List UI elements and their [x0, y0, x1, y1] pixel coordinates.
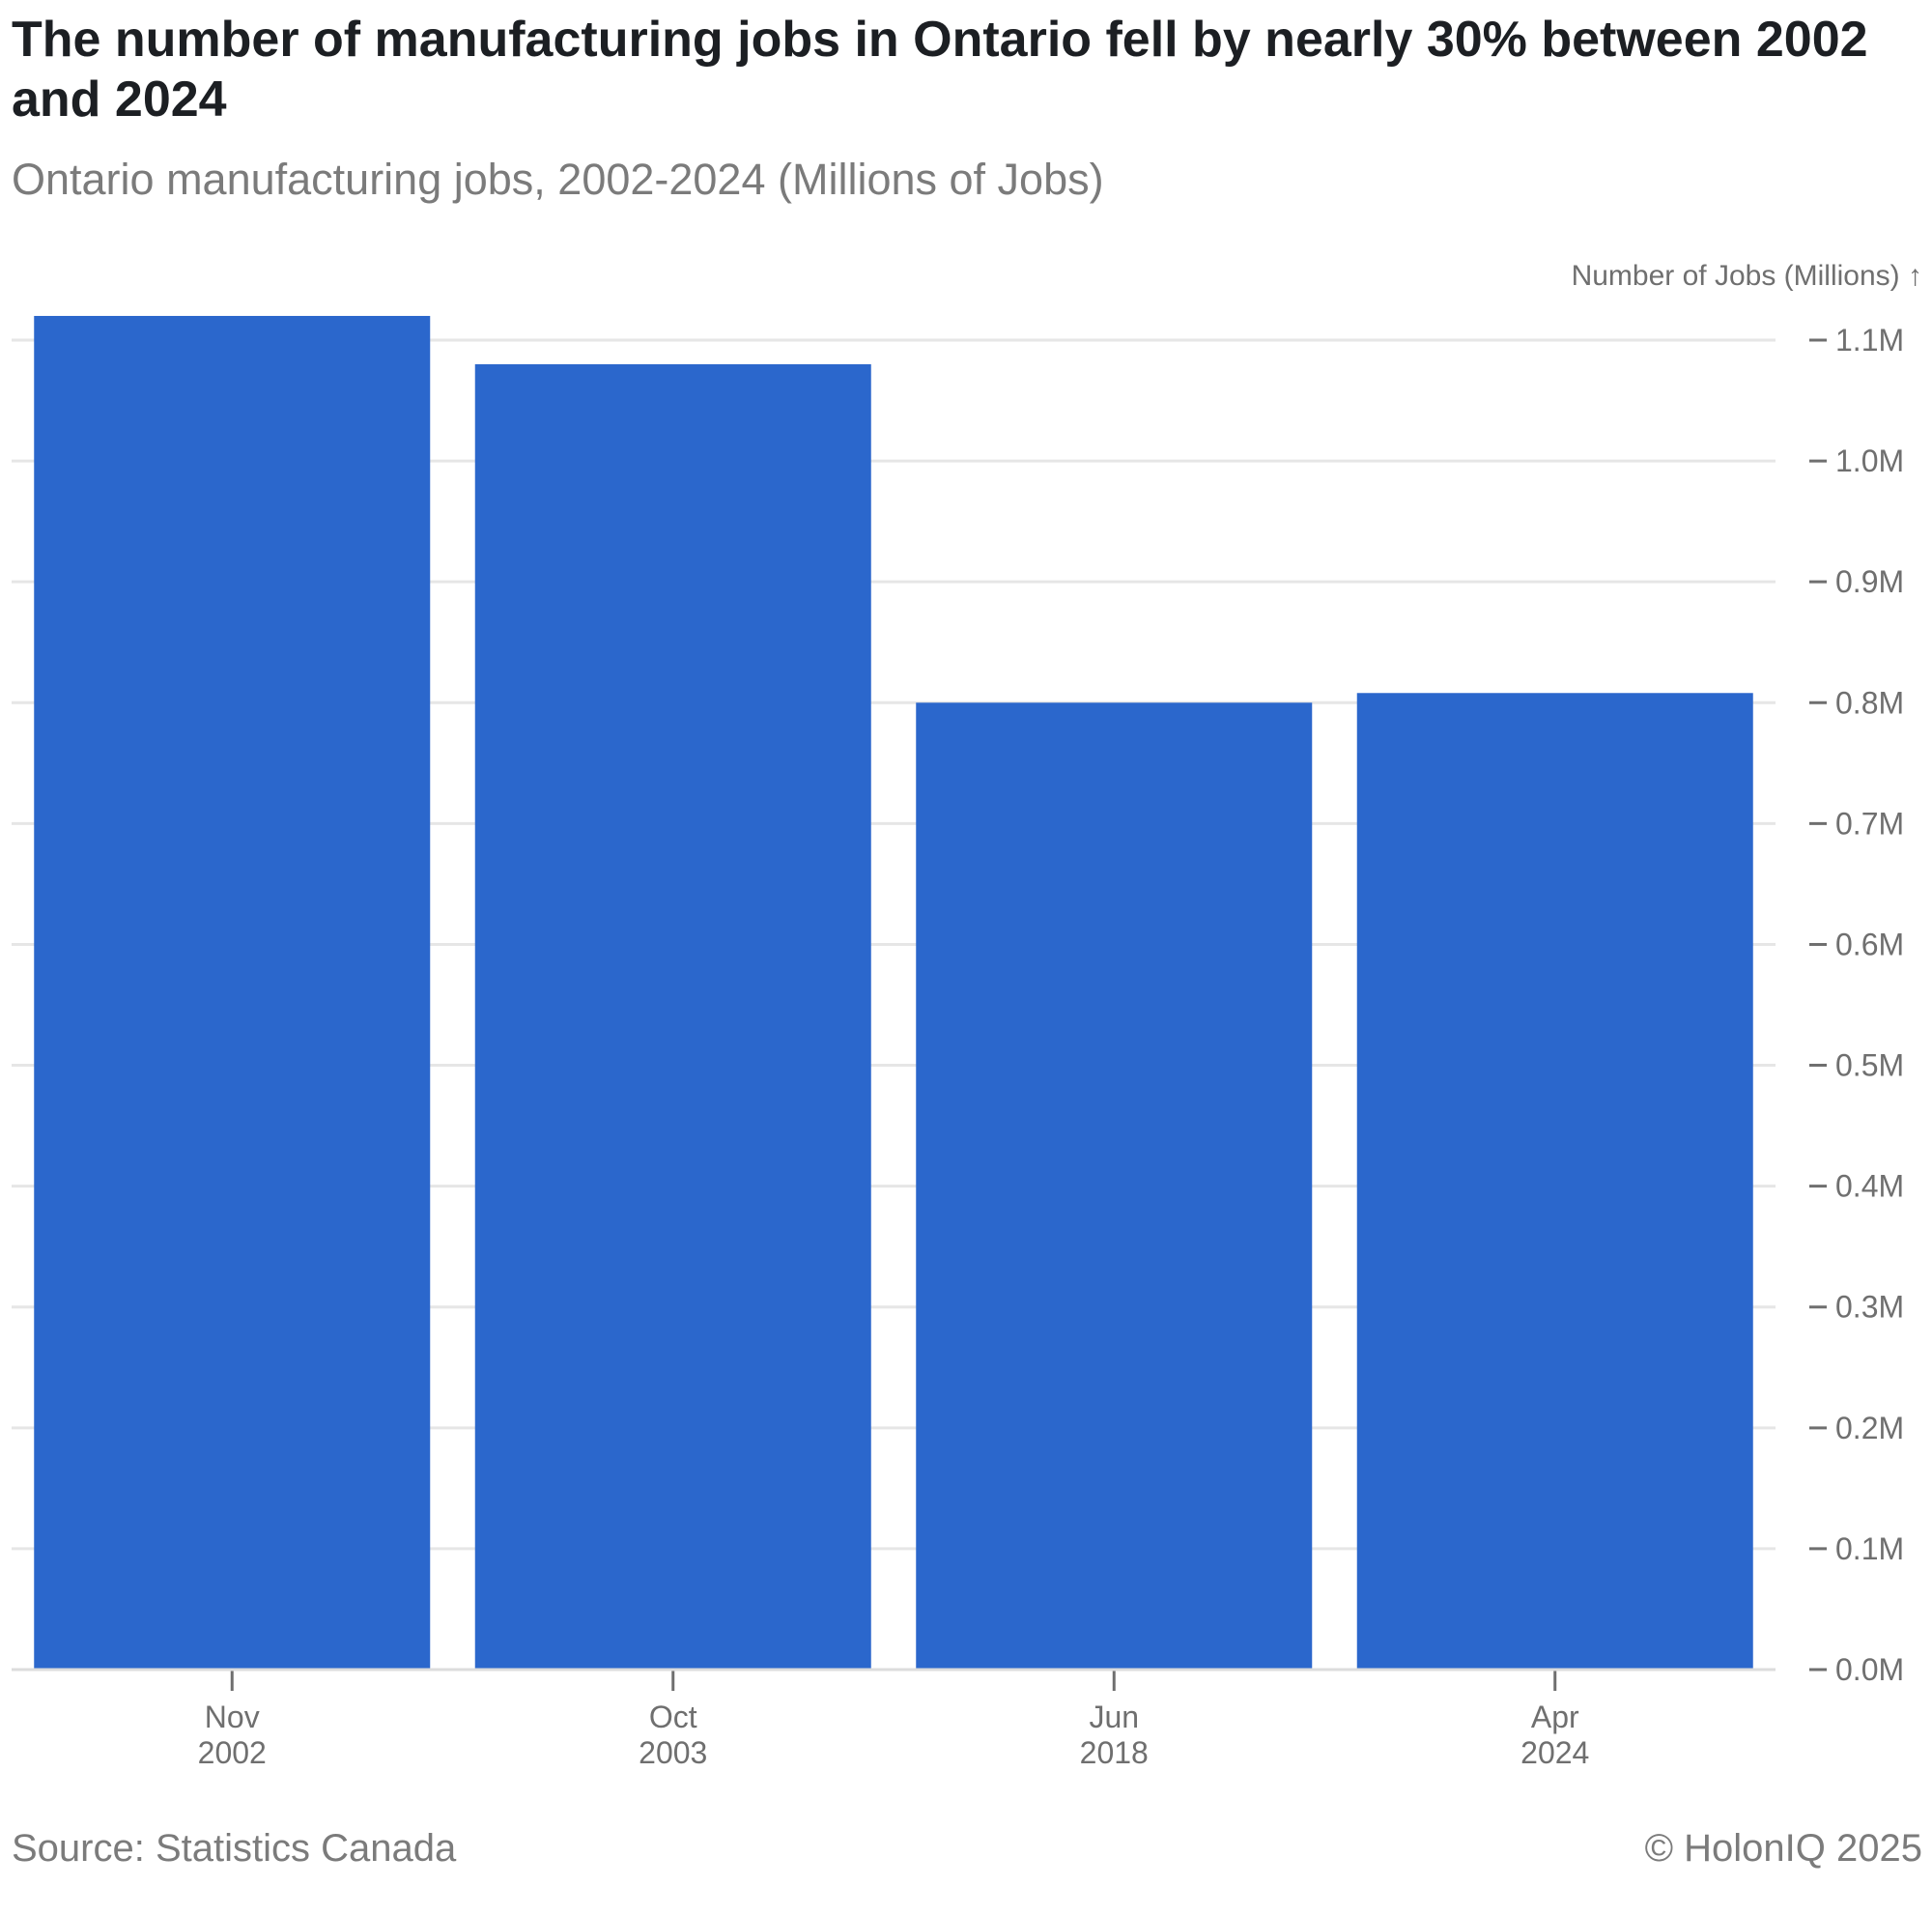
- y-axis-title: Number of Jobs (Millions) ↑: [1572, 260, 1922, 292]
- y-tick-label: 0.1M: [1835, 1531, 1904, 1566]
- bar: [1356, 693, 1753, 1670]
- bars: [34, 315, 1753, 1670]
- chart-title: The number of manufacturing jobs in Onta…: [12, 12, 1868, 128]
- source-note: Source: Statistics Canada: [12, 1827, 457, 1870]
- x-tick-label: Nov 2002: [198, 1700, 267, 1770]
- y-tick-label: 0.2M: [1835, 1411, 1904, 1445]
- y-tick-label: 0.5M: [1835, 1048, 1904, 1083]
- axes: 0.0M 0.1M 0.2M 0.3M 0.4M 0.5M 0.6M 0.7M 0.8M 0.9M…: [12, 323, 1904, 1770]
- y-tick-label: 1.1M: [1835, 323, 1904, 357]
- x-tick-label: Apr 2024: [1520, 1700, 1589, 1770]
- y-tick-label: 1.0M: [1835, 443, 1904, 478]
- y-tick-label: 0.3M: [1835, 1290, 1904, 1325]
- x-tick-label: Jun 2018: [1080, 1700, 1149, 1770]
- bar: [474, 364, 871, 1670]
- y-tick-label: 0.6M: [1835, 927, 1904, 961]
- copyright-note: © HolonIQ 2025: [1644, 1827, 1922, 1870]
- y-tick-label: 0.8M: [1835, 685, 1904, 720]
- bar: [916, 702, 1313, 1670]
- y-tick-label: 0.9M: [1835, 564, 1904, 599]
- y-tick-label: 0.0M: [1835, 1652, 1904, 1687]
- bar: [34, 315, 431, 1670]
- x-tick-label: Oct 2003: [639, 1700, 707, 1770]
- y-tick-label: 0.4M: [1835, 1169, 1904, 1204]
- y-tick-label: 0.7M: [1835, 806, 1904, 841]
- chart-subtitle: Ontario manufacturing jobs, 2002-2024 (M…: [12, 155, 1104, 204]
